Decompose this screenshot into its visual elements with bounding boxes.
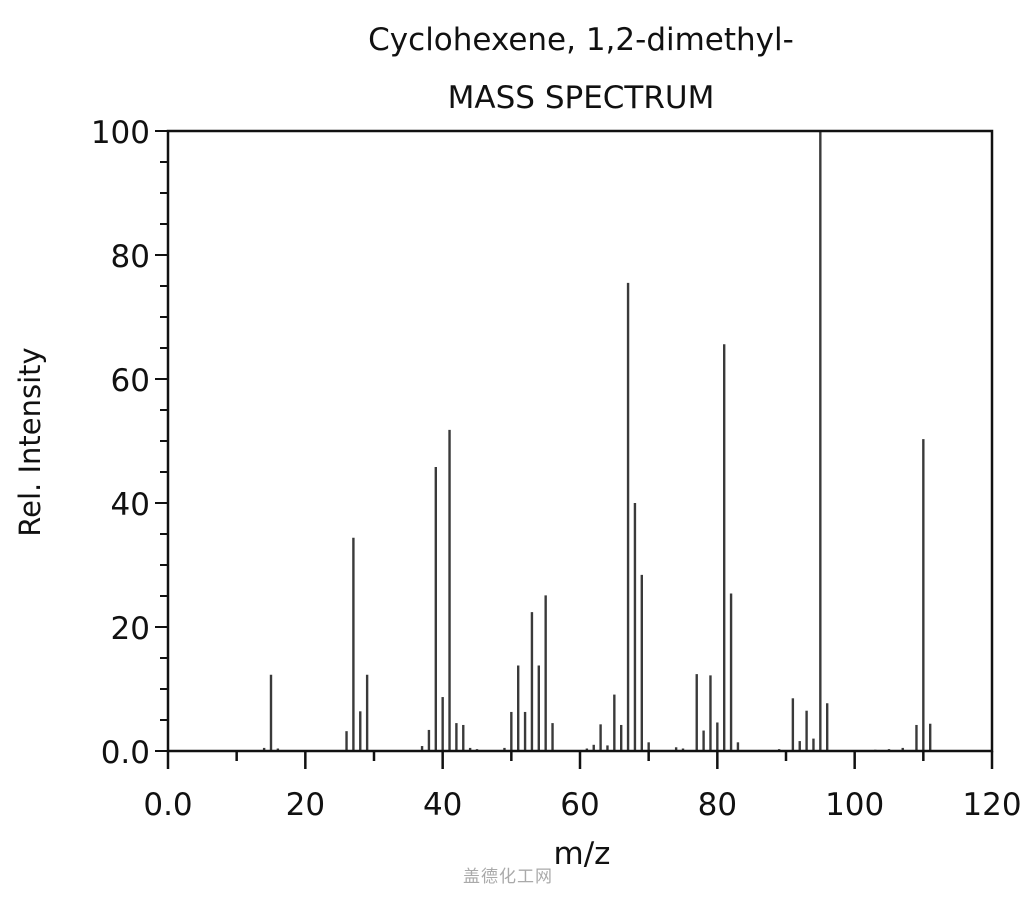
y-axis-label: Rel. Intensity xyxy=(13,347,47,536)
x-tick-label: 80 xyxy=(698,787,737,823)
y-tick-label: 80 xyxy=(111,239,150,275)
x-axis: 0.0 20 40 60 80 100 120 xyxy=(143,751,1022,823)
y-tick-label: 100 xyxy=(91,115,150,151)
x-tick-label: 20 xyxy=(286,787,325,823)
x-tick-label: 120 xyxy=(962,787,1021,823)
x-tick-label: 60 xyxy=(560,787,599,823)
watermark: 盖德化工网 xyxy=(463,867,553,887)
chart-title: Cyclohexene, 1,2-dimethyl- xyxy=(368,22,794,58)
x-tick-label: 0.0 xyxy=(143,787,192,823)
chart-subtitle: MASS SPECTRUM xyxy=(447,80,715,116)
x-tick-label: 100 xyxy=(825,787,884,823)
x-tick-label: 40 xyxy=(423,787,462,823)
plot-frame xyxy=(166,129,994,753)
y-tick-label: 40 xyxy=(111,487,150,523)
plot-border xyxy=(166,129,994,753)
peak-series xyxy=(262,131,932,751)
x-axis-label: m/z xyxy=(554,836,611,872)
y-tick-label: 0.0 xyxy=(101,735,150,771)
y-axis: 0.0 20 40 60 80 100 xyxy=(91,115,168,771)
y-tick-label: 60 xyxy=(111,363,150,399)
y-tick-label: 20 xyxy=(111,611,150,647)
